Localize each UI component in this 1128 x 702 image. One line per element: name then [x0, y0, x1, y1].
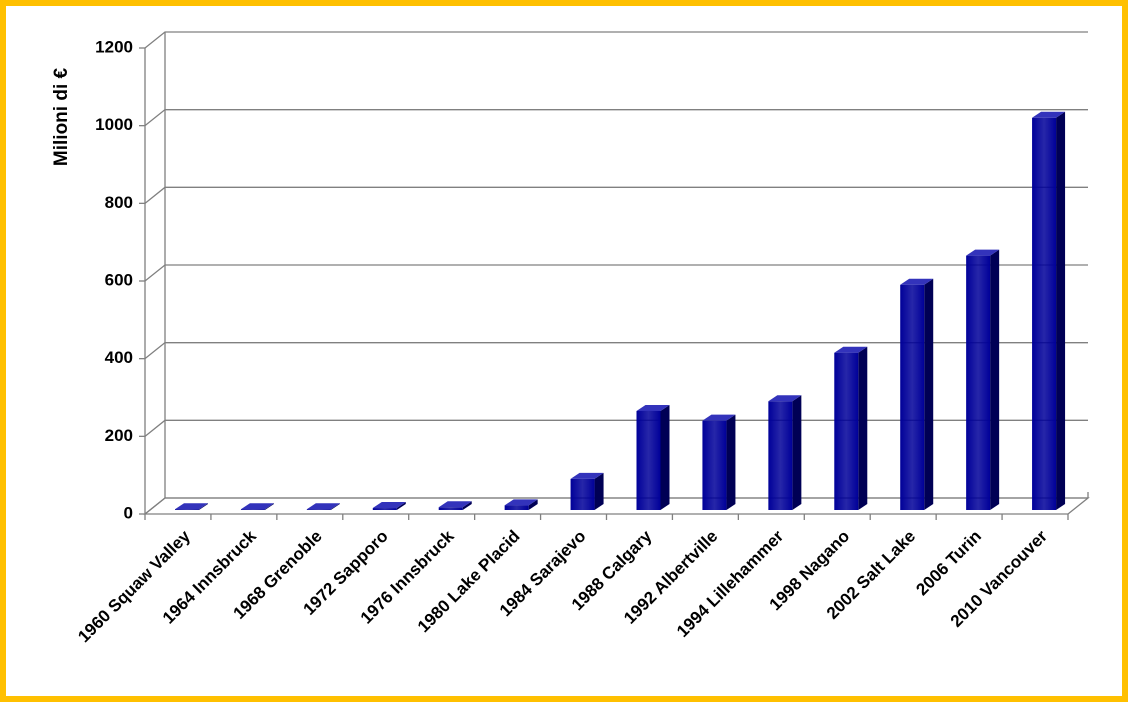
y-tick-label: 200 [105, 426, 133, 445]
bar [306, 503, 340, 510]
bar [900, 278, 934, 510]
y-tick-label: 1000 [95, 115, 133, 134]
bar [372, 502, 406, 510]
bar [175, 503, 208, 510]
bar [636, 404, 670, 510]
y-tick-label: 0 [124, 503, 133, 522]
bar [240, 503, 274, 510]
y-tick-label: 600 [105, 270, 133, 289]
bar [438, 501, 472, 510]
y-axis-label: Milioni di € [51, 67, 72, 166]
bar [504, 499, 538, 510]
bar [570, 472, 604, 510]
bar [1032, 111, 1066, 511]
y-tick-label: 1200 [95, 37, 133, 56]
bar [834, 346, 868, 510]
bar [768, 395, 802, 510]
y-tick-label: 800 [105, 193, 133, 212]
bar [966, 249, 1000, 510]
bar [702, 414, 736, 510]
y-tick-label: 400 [105, 348, 133, 367]
